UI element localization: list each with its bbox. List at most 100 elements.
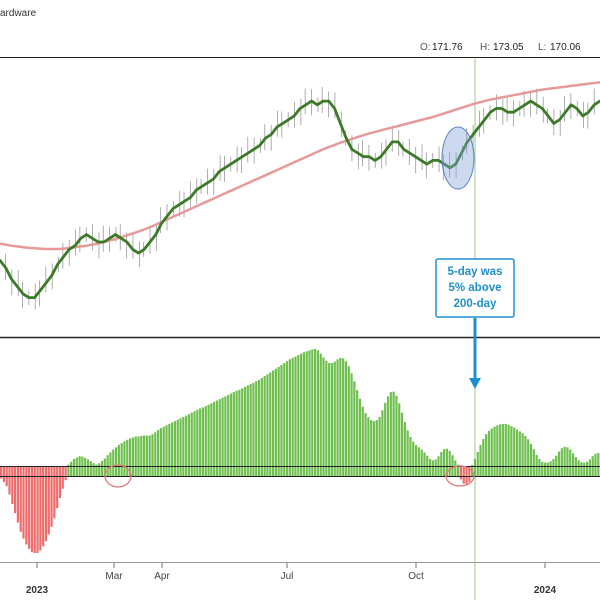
callout-line-2: 5% above bbox=[448, 282, 501, 294]
indicator-bar-negative bbox=[47, 466, 50, 535]
indicator-bar-positive bbox=[381, 410, 384, 476]
indicator-bar-positive bbox=[588, 459, 591, 476]
indicator-bar-positive bbox=[218, 399, 221, 476]
indicator-bar-positive bbox=[569, 449, 572, 476]
indicator-bar-positive bbox=[328, 363, 331, 476]
indicator-bar-positive bbox=[123, 441, 126, 476]
indicator-bar-positive bbox=[154, 432, 157, 476]
indicator-bar-positive bbox=[521, 433, 524, 476]
indicator-bar-positive bbox=[114, 447, 118, 476]
indicator-bar-positive bbox=[330, 363, 334, 476]
indicator-bar-positive bbox=[549, 461, 552, 476]
indicator-bar-positive bbox=[552, 459, 555, 476]
header-background bbox=[0, 0, 600, 57]
indicator-bar-positive bbox=[126, 439, 129, 476]
indicator-bar-positive bbox=[372, 421, 376, 476]
indicator-bar-positive bbox=[288, 359, 291, 476]
indicator-bar-positive bbox=[148, 435, 151, 476]
indicator-bar-positive bbox=[241, 388, 244, 476]
indicator-bar-positive bbox=[583, 462, 586, 476]
indicator-bar-positive bbox=[246, 385, 249, 476]
indicator-bar-positive bbox=[364, 413, 367, 476]
indicator-bar-positive bbox=[350, 373, 353, 476]
indicator-bar-negative bbox=[8, 466, 11, 495]
indicator-bar-positive bbox=[221, 397, 224, 476]
indicator-bar-positive bbox=[566, 447, 569, 476]
indicator-bar-positive bbox=[507, 424, 510, 476]
indicator-bar-positive bbox=[157, 430, 160, 476]
indicator-bar-positive bbox=[271, 370, 275, 476]
circle-marker-mar bbox=[104, 464, 132, 488]
indicator-bar-negative bbox=[19, 466, 22, 532]
indicator-bar-positive bbox=[501, 423, 505, 476]
indicator-bar-positive bbox=[302, 352, 305, 476]
indicator-bar-positive bbox=[215, 400, 219, 476]
indicator-bar-negative bbox=[14, 466, 17, 514]
indicator-bar-positive bbox=[311, 349, 314, 476]
indicator-bar-positive bbox=[513, 427, 516, 476]
indicator-bar-positive bbox=[266, 374, 269, 476]
indicator-bar-positive bbox=[428, 459, 432, 476]
indicator-bar-positive bbox=[137, 436, 140, 476]
indicator-bar-positive bbox=[235, 390, 238, 476]
indicator-bar-positive bbox=[131, 437, 134, 476]
indicator-bar-positive bbox=[72, 459, 76, 476]
indicator-bar-positive bbox=[560, 448, 563, 476]
indicator-bar-positive bbox=[140, 436, 143, 476]
indicator-bar-positive bbox=[210, 403, 213, 476]
indicator-bar-positive bbox=[145, 435, 148, 476]
indicator-bar-positive bbox=[535, 454, 538, 476]
low-label: L: bbox=[538, 42, 546, 53]
indicator-bar-positive bbox=[342, 358, 345, 476]
indicator-bar-negative bbox=[28, 466, 31, 549]
indicator-bar-positive bbox=[347, 366, 350, 476]
indicator-bar-positive bbox=[499, 424, 502, 476]
indicator-bar-negative bbox=[44, 466, 48, 542]
indicator-bar-positive bbox=[594, 453, 597, 476]
indicator-bar-positive bbox=[297, 355, 300, 476]
indicator-bar-positive bbox=[112, 449, 115, 476]
indicator-bar-positive bbox=[442, 449, 446, 476]
indicator-bar-positive bbox=[260, 378, 263, 476]
indicator-bar-positive bbox=[238, 389, 241, 476]
x-axis: 2023 Mar Apr Jul Oct 2024 bbox=[26, 563, 557, 596]
indicator-bar-positive bbox=[358, 398, 362, 476]
indicator-bar-negative bbox=[0, 466, 3, 479]
indicator-bar-positive bbox=[426, 455, 429, 476]
indicator-bar-positive bbox=[403, 422, 406, 476]
indicator-bar-negative bbox=[468, 466, 471, 482]
indicator-bar-positive bbox=[109, 452, 112, 476]
indicator-bar-positive bbox=[201, 407, 205, 476]
indicator-bar-positive bbox=[409, 437, 412, 476]
indicator-bar-positive bbox=[305, 351, 308, 476]
indicator-bar-positive bbox=[89, 461, 92, 476]
indicator-bar-positive bbox=[577, 460, 580, 476]
indicator-bar-positive bbox=[482, 438, 485, 476]
indicator-bar-positive bbox=[128, 438, 132, 476]
indicator-bar-positive bbox=[103, 458, 106, 476]
indicator-bar-positive bbox=[257, 379, 261, 476]
indicator-bar-positive bbox=[165, 425, 168, 476]
indicator-bar-positive bbox=[524, 436, 527, 476]
indicator-bar-positive bbox=[400, 412, 404, 476]
indicator-bar-negative bbox=[36, 466, 39, 553]
indicator-bar-positive bbox=[252, 382, 255, 476]
indicator-bar-positive bbox=[541, 461, 544, 476]
indicator-bar-positive bbox=[294, 356, 297, 476]
indicator-bar-positive bbox=[316, 350, 320, 476]
indicator-bar-positive bbox=[367, 417, 370, 476]
indicator-bar-positive bbox=[151, 434, 154, 476]
indicator-bar-positive bbox=[451, 455, 454, 476]
callout-line-1: 5-day was bbox=[448, 266, 503, 278]
high-label: H: bbox=[480, 42, 490, 53]
indicator-bar-positive bbox=[285, 361, 289, 476]
indicator-panel bbox=[0, 349, 600, 553]
indicator-bar-negative bbox=[462, 466, 465, 484]
indicator-bar-negative bbox=[2, 466, 5, 482]
indicator-bar-negative bbox=[459, 466, 463, 480]
indicator-bar-positive bbox=[389, 392, 392, 476]
indicator-bar-positive bbox=[319, 353, 322, 476]
indicator-bar-positive bbox=[277, 366, 280, 476]
